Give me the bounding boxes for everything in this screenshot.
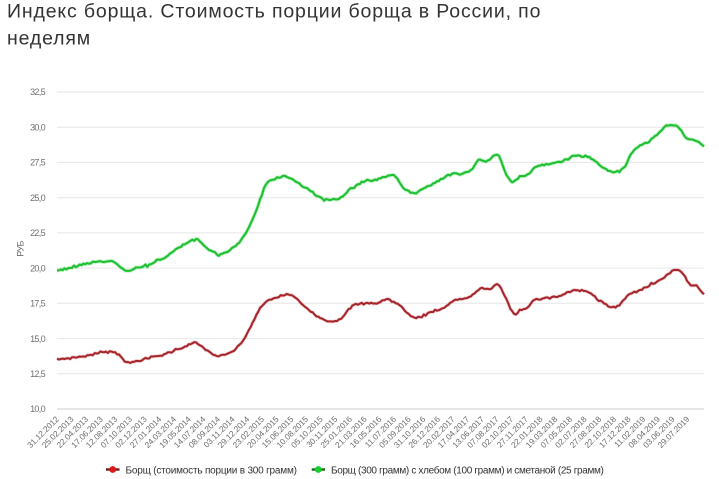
svg-text:РУБ: РУБ <box>16 241 26 257</box>
svg-text:12,5: 12,5 <box>30 369 46 379</box>
svg-text:Индекс борща. Стоимость порции: Индекс борща. Стоимость порции борща в Р… <box>7 1 541 23</box>
svg-text:Борщ (стоимость порции в 300 г: Борщ (стоимость порции в 300 грамм) <box>126 466 297 477</box>
svg-text:20,0: 20,0 <box>30 263 46 273</box>
svg-text:30,0: 30,0 <box>30 122 46 132</box>
svg-text:22,5: 22,5 <box>30 228 46 238</box>
svg-text:32,5: 32,5 <box>30 87 46 97</box>
svg-text:17,5: 17,5 <box>30 299 46 309</box>
svg-text:15,0: 15,0 <box>30 334 46 344</box>
svg-text:неделям: неделям <box>7 28 91 50</box>
svg-text:10,0: 10,0 <box>30 404 46 414</box>
svg-text:25,0: 25,0 <box>30 193 46 203</box>
svg-text:Борщ (300 грамм) с хлебом (100: Борщ (300 грамм) с хлебом (100 грамм) и … <box>331 465 604 477</box>
svg-text:27,5: 27,5 <box>30 158 46 168</box>
